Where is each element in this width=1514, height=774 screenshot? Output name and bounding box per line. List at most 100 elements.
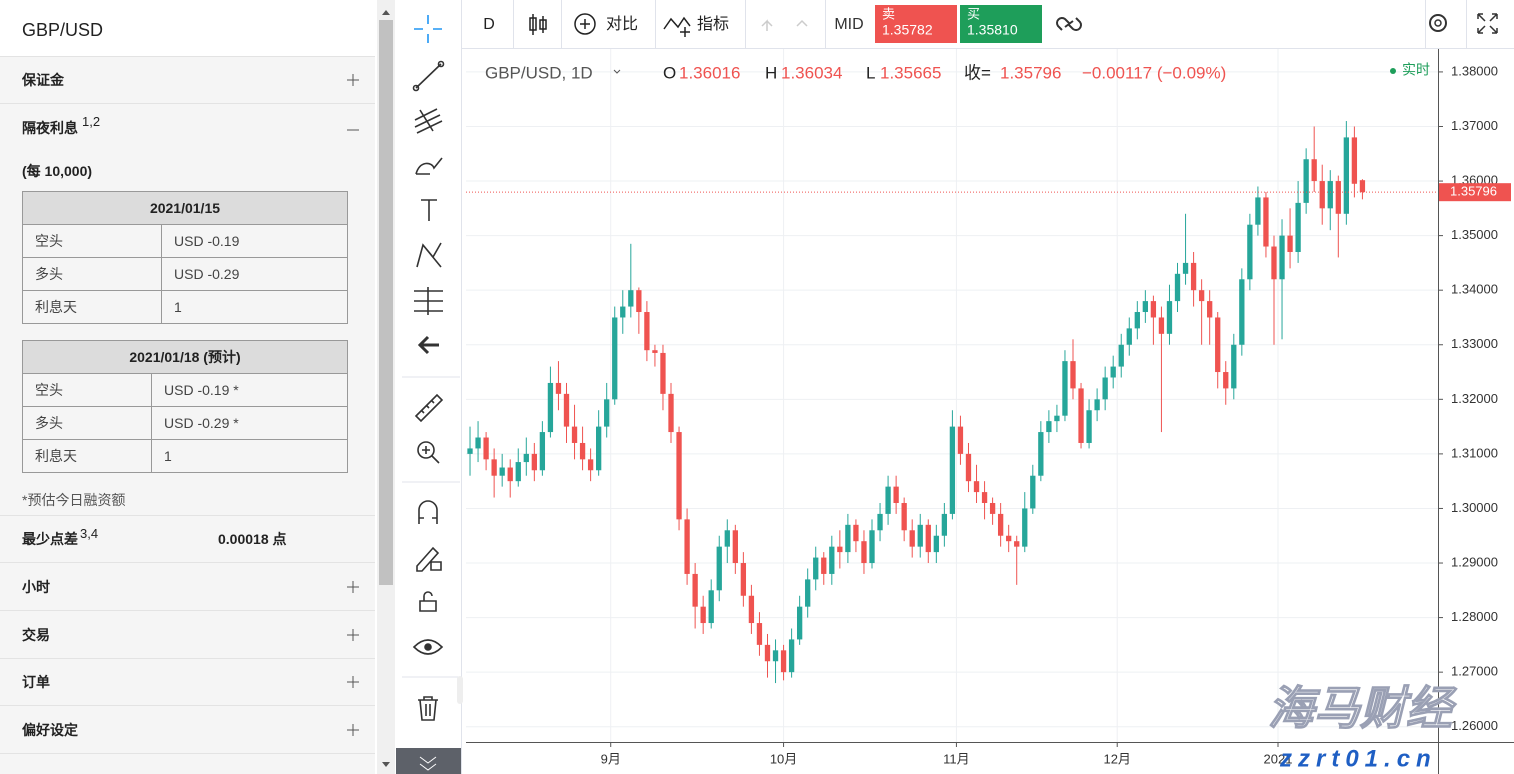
y-tick-label: 1.38000 [1451, 63, 1498, 78]
chart-symbol: GBP/USD, 1D [485, 63, 593, 82]
compare-button[interactable]: 对比 [606, 15, 638, 33]
fullscreen-icon[interactable] [1477, 13, 1498, 34]
candle-body [692, 573, 698, 607]
buy-button[interactable] [960, 5, 1042, 43]
candle-body [604, 399, 610, 427]
panel-handle[interactable] [457, 676, 463, 704]
chart-type-icon[interactable] [529, 14, 547, 35]
candle-body [1263, 197, 1269, 247]
cell: USD -0.19 [161, 224, 348, 258]
candle-body [700, 606, 706, 624]
candle-body [708, 590, 714, 624]
candle-body [1086, 410, 1092, 443]
drawing-tools[interactable] [402, 15, 460, 721]
scroll-thumb[interactable] [379, 20, 393, 585]
candle-body [668, 393, 674, 433]
candle-body [644, 312, 650, 351]
dropdown-icon[interactable] [613, 69, 621, 74]
candle-body [1327, 181, 1333, 209]
sidebar: GBP/USD 保证金 隔夜利息 1,2 (每 10,000) 2021/01/1… [0, 0, 375, 774]
collapse-icon[interactable] [347, 124, 359, 136]
indicators-icon [663, 16, 691, 37]
ohlc-legend: O 1.36016 H 1.36034 L 1.35665 收= 1.35796… [663, 63, 1226, 82]
indicators-button[interactable]: 指标 [697, 15, 729, 33]
cell: 利息天 [22, 439, 152, 473]
candle-body [1190, 262, 1197, 291]
candle-body [1110, 366, 1116, 378]
section-row[interactable]: 订单 [0, 659, 375, 706]
y-tick-label: 1.34000 [1451, 282, 1498, 297]
candle-body [1295, 202, 1301, 252]
section-title: 保证金 [22, 72, 64, 88]
buy-label: 买 [967, 6, 980, 21]
candle-body [563, 393, 570, 427]
candle-body [965, 453, 972, 482]
candle-body [772, 650, 779, 662]
scroll-arrows [382, 10, 390, 767]
link-icon[interactable] [1056, 17, 1082, 31]
status: 实时 [1402, 62, 1430, 78]
candle-body [716, 546, 722, 591]
section-row[interactable]: 小时 [0, 564, 375, 611]
spread-row: 最少点差 3,4 0.00018 点 [0, 516, 375, 563]
candle-body [1359, 180, 1366, 193]
candle-body [909, 530, 915, 547]
last-price-label: 1.35796 [1450, 184, 1497, 199]
candle-body [925, 524, 931, 553]
candle-body [764, 644, 771, 662]
candle-body [796, 606, 803, 640]
candle-body [1134, 312, 1140, 329]
undo-redo[interactable] [761, 19, 808, 31]
cell: USD -0.19 * [151, 373, 348, 407]
candle-body [515, 462, 521, 482]
candle-body [1311, 159, 1317, 182]
candle-body [1319, 181, 1325, 209]
candle-body [1054, 415, 1060, 422]
candle-body [1006, 535, 1012, 542]
cell: 1 [151, 439, 348, 473]
table-date: 2021/01/18 (预计) [22, 340, 348, 374]
candle-body [813, 557, 819, 580]
note-refs: 1,2 [82, 114, 101, 129]
candle-body [596, 426, 602, 471]
section-row[interactable]: 偏好设定 [0, 707, 375, 754]
settings-icon[interactable] [1429, 14, 1447, 32]
candle-body [1102, 377, 1108, 400]
candle-body [724, 530, 730, 547]
candle-body [732, 530, 738, 564]
candle-body [1335, 181, 1341, 214]
section-row[interactable]: 保证金 [0, 57, 375, 104]
candle-body [1022, 508, 1028, 547]
candle-body [1182, 262, 1189, 274]
candle-body [523, 453, 529, 463]
candle-body [1014, 541, 1020, 547]
cell: 1 [161, 290, 348, 324]
ohlc-value: 1.36016 [679, 63, 740, 82]
per-note: (每 10,000) [22, 163, 93, 179]
candle-body [676, 432, 682, 520]
candle-body [547, 382, 554, 433]
candle-body [660, 352, 666, 394]
note-refs: 3,4 [80, 525, 99, 541]
cell: USD -0.29 * [151, 406, 348, 440]
candle-body [1223, 372, 1229, 389]
candle-body [780, 650, 787, 673]
ohlc-label: H [765, 63, 777, 82]
candle-body [1070, 361, 1076, 389]
price-source[interactable]: MID [834, 16, 863, 33]
section-row[interactable]: 隔夜利息 1,2 [0, 104, 100, 151]
cell: 多头 [22, 257, 162, 291]
symbol: GBP/USD [22, 20, 104, 40]
scrollbar[interactable] [377, 0, 395, 774]
y-tick-label: 1.26000 [1451, 718, 1498, 733]
section-row[interactable]: 交易 [0, 612, 375, 659]
cell: 空头 [22, 224, 162, 258]
candle-body [989, 502, 996, 514]
status-dot [1390, 68, 1396, 74]
sell-button[interactable] [875, 5, 957, 43]
interval-button[interactable]: D [483, 16, 495, 33]
candle-body [628, 290, 634, 307]
cell: USD -0.29 [161, 257, 348, 291]
toolbar-separators [513, 0, 1467, 48]
expand-icon [347, 676, 359, 688]
